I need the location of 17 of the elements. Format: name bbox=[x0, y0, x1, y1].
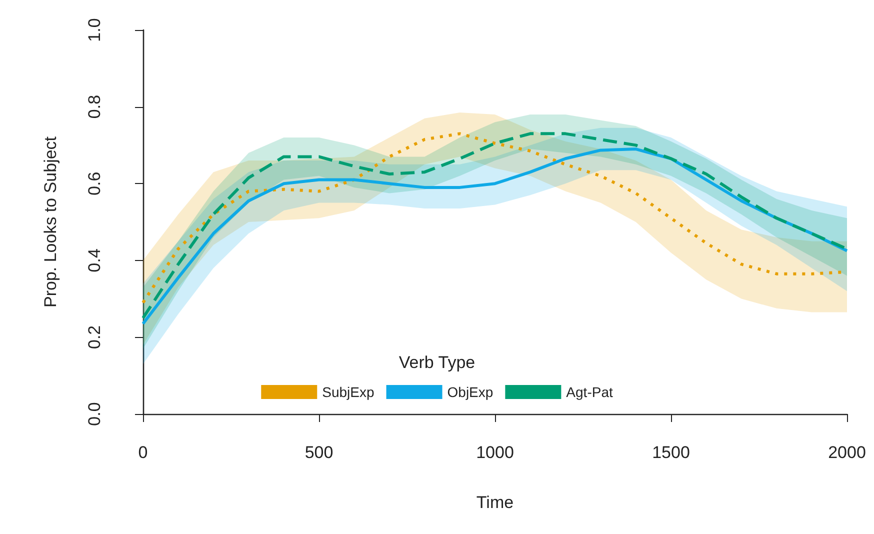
y-tick-label: 0.0 bbox=[85, 402, 104, 426]
legend-title: Verb Type bbox=[398, 353, 476, 372]
legend-label: ObjExp bbox=[447, 384, 494, 400]
legend-label: SubjExp bbox=[322, 384, 374, 400]
y-tick-label: 0.6 bbox=[85, 172, 104, 196]
x-tick-label: 1000 bbox=[476, 443, 514, 462]
x-axis-title: Time bbox=[476, 493, 514, 512]
x-tick-label: 1500 bbox=[652, 443, 690, 462]
legend-label: Agt-Pat bbox=[566, 384, 613, 400]
y-tick-label: 0.4 bbox=[85, 248, 104, 272]
x-tick-label: 0 bbox=[138, 443, 148, 462]
y-tick-label: 0.8 bbox=[85, 94, 104, 119]
y-axis-title: Prop. Looks to Subject bbox=[41, 136, 60, 308]
x-tick-label: 2000 bbox=[828, 443, 866, 462]
x-tick-label: 500 bbox=[304, 443, 334, 462]
y-tick-label: 1.0 bbox=[85, 18, 104, 42]
y-tick-label: 0.2 bbox=[85, 325, 104, 350]
